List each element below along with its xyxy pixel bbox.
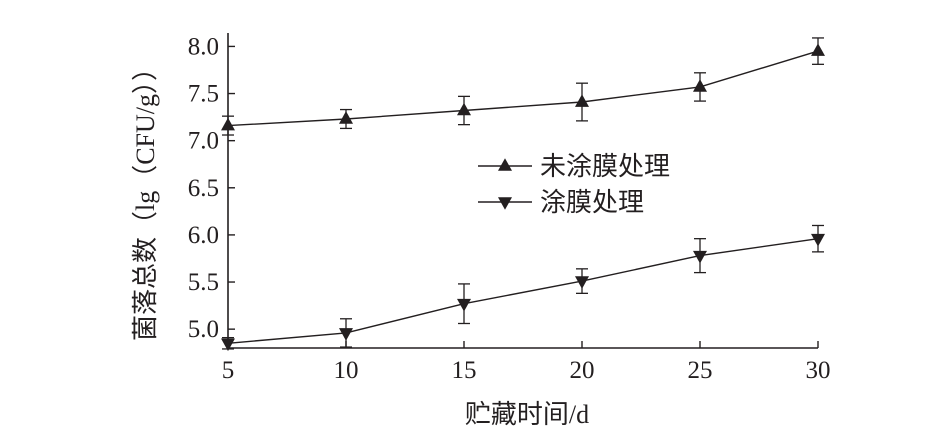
data-point <box>339 328 353 341</box>
data-point <box>693 79 707 92</box>
data-point <box>221 338 235 352</box>
x-tick-label: 25 <box>688 357 713 384</box>
data-point <box>811 43 825 56</box>
legend-label: 涂膜处理 <box>540 188 644 217</box>
axes: 5 10 15 20 25 30 5.0 5.5 6.0 6.5 7.0 7.5 8.0 <box>188 33 831 384</box>
data-point <box>221 117 235 131</box>
legend-marker <box>498 197 512 210</box>
series-2 <box>221 224 825 352</box>
data-point <box>575 276 589 289</box>
data-point <box>457 298 471 312</box>
data-point <box>693 250 707 264</box>
data-point <box>339 111 353 124</box>
x-tick-label: 20 <box>570 357 595 384</box>
y-tick-label: 7.0 <box>188 128 219 155</box>
x-tick-label: 15 <box>452 357 477 384</box>
legend-marker <box>498 158 512 171</box>
data-point <box>811 233 825 247</box>
y-tick-label: 7.5 <box>188 81 219 108</box>
x-axis-label: 贮藏时间/d <box>465 400 589 429</box>
y-tick-label: 8.0 <box>188 33 219 60</box>
data-point <box>575 94 589 107</box>
x-tick-label: 5 <box>222 357 235 384</box>
y-tick-label: 6.0 <box>188 222 219 249</box>
x-tick-label: 30 <box>806 357 831 384</box>
series-line <box>227 50 819 127</box>
y-tick-label: 5.5 <box>188 269 219 296</box>
y-axis-label: 菌落总数（lg（CFU/g）） <box>131 55 160 341</box>
y-tick-label: 5.0 <box>188 316 219 343</box>
series-1 <box>221 37 825 136</box>
series-line <box>227 238 819 344</box>
y-tick-label: 6.5 <box>188 175 219 202</box>
x-tick-label: 10 <box>334 357 359 384</box>
data-point <box>457 102 471 116</box>
series-layer <box>221 37 825 352</box>
legend-label: 未涂膜处理 <box>540 152 670 181</box>
